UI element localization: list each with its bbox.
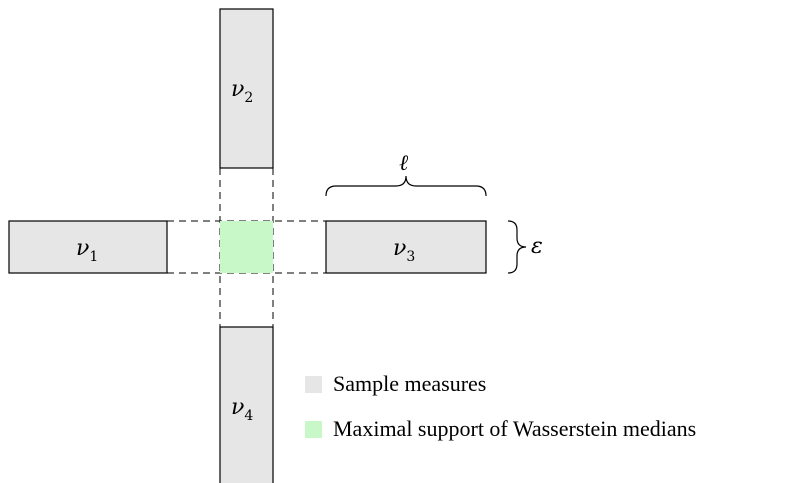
measure-nu3-box	[325, 220, 487, 274]
width-label: ε	[531, 234, 543, 259]
legend-sample-swatch	[305, 376, 322, 393]
median-support-square	[220, 221, 273, 273]
measure-nu1-label: ν1	[76, 236, 98, 265]
legend: Sample measures Maximal support of Wasse…	[305, 371, 696, 441]
dashed-connectors	[167, 168, 326, 327]
measure-nu2-box	[219, 8, 274, 169]
measure-nu1-box	[8, 220, 168, 274]
width-brace	[507, 220, 527, 274]
legend-median-swatch	[305, 421, 322, 438]
measure-nu3-label: ν3	[393, 236, 415, 265]
measure-nu4-label: ν4	[231, 395, 253, 424]
length-label: ℓ	[399, 151, 409, 176]
measure-nu4-box	[219, 326, 274, 483]
legend-median-label: Maximal support of Wasserstein medians	[333, 416, 696, 441]
legend-sample-label: Sample measures	[333, 371, 486, 396]
length-brace	[325, 175, 487, 197]
measure-nu2-label: ν2	[231, 77, 253, 106]
